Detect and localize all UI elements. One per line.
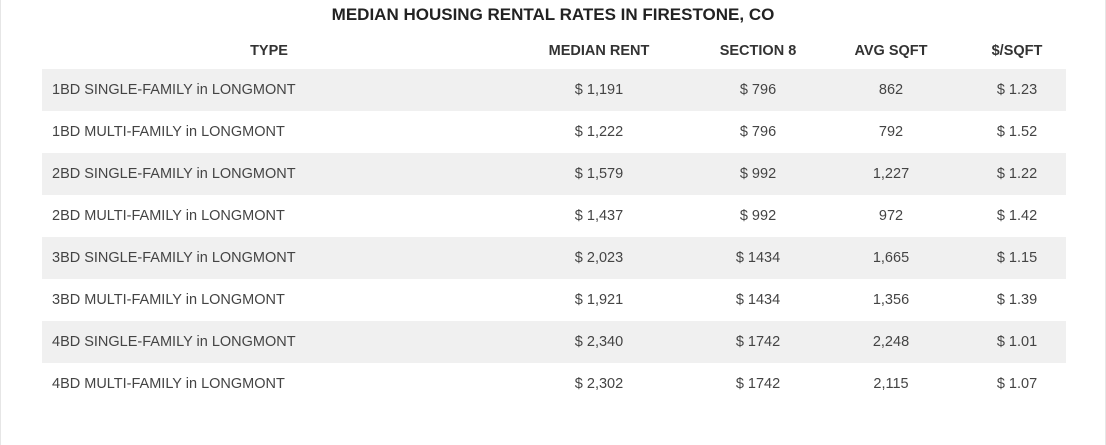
header-row: TYPE MEDIAN RENT SECTION 8 AVG SQFT $/SQ… xyxy=(42,32,1066,69)
median-rent-cell: $ 1,579 xyxy=(496,153,702,195)
avg-sqft-cell: 1,227 xyxy=(814,153,968,195)
rental-rates-table: TYPE MEDIAN RENT SECTION 8 AVG SQFT $/SQ… xyxy=(42,32,1066,405)
median-rent-cell: $ 1,191 xyxy=(496,69,702,111)
price-per-sqft-cell: $ 1.23 xyxy=(968,69,1066,111)
section-8-cell: $ 796 xyxy=(702,69,814,111)
column-header-type: TYPE xyxy=(250,42,288,59)
price-per-sqft-cell: $ 1.15 xyxy=(968,237,1066,279)
median-rent-cell: $ 1,921 xyxy=(496,279,702,321)
price-per-sqft-cell: $ 1.07 xyxy=(968,363,1066,405)
section-8-cell: $ 796 xyxy=(702,111,814,153)
type-cell: 1BD MULTI-FAMILY in LONGMONT xyxy=(42,111,496,153)
section-8-cell: $ 1434 xyxy=(702,279,814,321)
avg-sqft-cell: 972 xyxy=(814,195,968,237)
section-8-cell: $ 992 xyxy=(702,153,814,195)
table-row: 1BD MULTI-FAMILY in LONGMONT $ 1,222 $ 796… xyxy=(42,111,1066,153)
column-header-section-8: SECTION 8 xyxy=(719,42,797,59)
price-per-sqft-cell: $ 1.22 xyxy=(968,153,1066,195)
type-cell: 2BD MULTI-FAMILY in LONGMONT xyxy=(42,195,496,237)
avg-sqft-cell: 1,665 xyxy=(814,237,968,279)
avg-sqft-cell: 2,115 xyxy=(814,363,968,405)
median-rent-cell: $ 2,340 xyxy=(496,321,702,363)
median-rent-cell: $ 1,222 xyxy=(496,111,702,153)
section-8-cell: $ 1742 xyxy=(702,321,814,363)
price-per-sqft-cell: $ 1.39 xyxy=(968,279,1066,321)
price-per-sqft-cell: $ 1.42 xyxy=(968,195,1066,237)
type-cell: 4BD MULTI-FAMILY in LONGMONT xyxy=(42,363,496,405)
section-8-cell: $ 1742 xyxy=(702,363,814,405)
avg-sqft-cell: 792 xyxy=(814,111,968,153)
type-cell: 3BD SINGLE-FAMILY in LONGMONT xyxy=(42,237,496,279)
type-cell: 1BD SINGLE-FAMILY in LONGMONT xyxy=(42,69,496,111)
table-row: 3BD SINGLE-FAMILY in LONGMONT $ 2,023 $ 14… xyxy=(42,237,1066,279)
table-row: 4BD SINGLE-FAMILY in LONGMONT $ 2,340 $ 17… xyxy=(42,321,1066,363)
avg-sqft-cell: 1,356 xyxy=(814,279,968,321)
table-row: 1BD SINGLE-FAMILY in LONGMONT $ 1,191 $ 79… xyxy=(42,69,1066,111)
price-per-sqft-cell: $ 1.52 xyxy=(968,111,1066,153)
price-per-sqft-cell: $ 1.01 xyxy=(968,321,1066,363)
table-title: MEDIAN HOUSING RENTAL RATES IN FIRESTONE… xyxy=(331,5,775,24)
column-header-avg-sqft: AVG SQFT xyxy=(854,42,928,59)
type-cell: 4BD SINGLE-FAMILY in LONGMONT xyxy=(42,321,496,363)
type-cell: 2BD SINGLE-FAMILY in LONGMONT xyxy=(42,153,496,195)
avg-sqft-cell: 862 xyxy=(814,69,968,111)
table-row: 2BD MULTI-FAMILY in LONGMONT $ 1,437 $ 992… xyxy=(42,195,1066,237)
avg-sqft-cell: 2,248 xyxy=(814,321,968,363)
median-rent-cell: $ 2,023 xyxy=(496,237,702,279)
section-8-cell: $ 1434 xyxy=(702,237,814,279)
section-8-cell: $ 992 xyxy=(702,195,814,237)
median-rent-cell: $ 1,437 xyxy=(496,195,702,237)
column-header-price-per-sqft: $/SQFT xyxy=(991,42,1043,59)
table-row: 2BD SINGLE-FAMILY in LONGMONT $ 1,579 $ 99… xyxy=(42,153,1066,195)
median-rent-cell: $ 2,302 xyxy=(496,363,702,405)
table-row: 3BD MULTI-FAMILY in LONGMONT $ 1,921 $ 143… xyxy=(42,279,1066,321)
table-row: 4BD MULTI-FAMILY in LONGMONT $ 2,302 $ 174… xyxy=(42,363,1066,405)
type-cell: 3BD MULTI-FAMILY in LONGMONT xyxy=(42,279,496,321)
table-body: 1BD SINGLE-FAMILY in LONGMONT $ 1,191 $ 79… xyxy=(42,69,1066,405)
column-header-median-rent: MEDIAN RENT xyxy=(548,42,650,59)
